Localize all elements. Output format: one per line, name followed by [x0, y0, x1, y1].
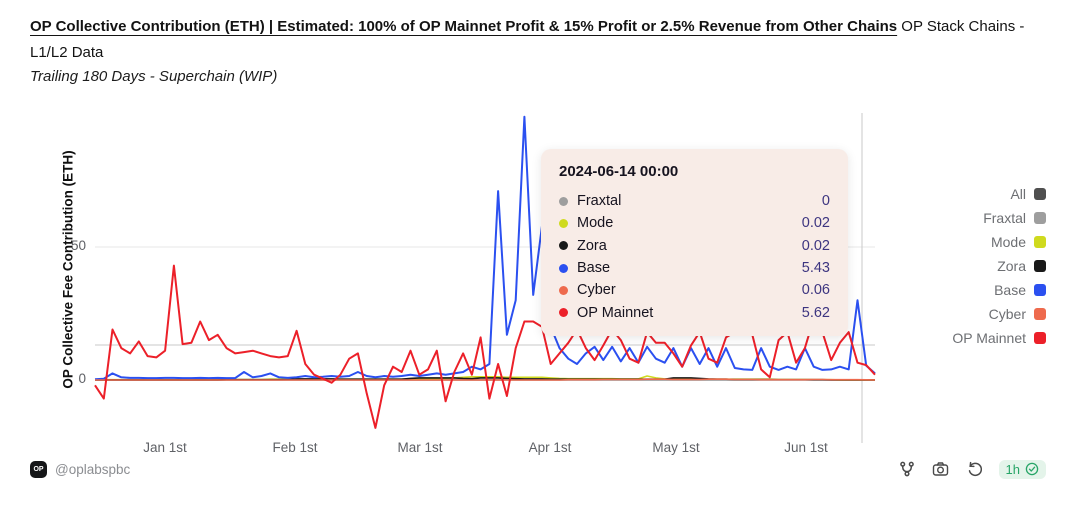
legend-label: Zora	[997, 258, 1026, 274]
tooltip-row: Fraxtal 0	[559, 190, 830, 212]
tooltip-series-label: Base	[577, 260, 611, 277]
fork-button[interactable]	[897, 459, 917, 479]
x-tick-label: Apr 1st	[528, 440, 572, 455]
legend-marker	[1034, 308, 1046, 320]
tooltip-series-dot	[559, 196, 568, 206]
legend-label: OP Mainnet	[952, 330, 1026, 346]
legend-item-all[interactable]: All	[1010, 185, 1046, 203]
legend-marker	[1034, 284, 1046, 296]
tooltip-row: OP Mainnet 5.62	[559, 301, 830, 323]
legend-marker	[1034, 236, 1046, 248]
tooltip-series-value: 5.43	[801, 260, 830, 277]
y-tick-label: 0	[78, 371, 86, 386]
tooltip-series-label: Fraxtal	[577, 193, 622, 210]
refresh-icon	[967, 461, 983, 477]
legend-item-fraxtal[interactable]: Fraxtal	[983, 209, 1046, 227]
legend-item-zora[interactable]: Zora	[997, 257, 1046, 275]
tooltip-row: Mode 0.02	[559, 212, 830, 234]
legend-item-op-mainnet[interactable]: OP Mainnet	[952, 329, 1046, 347]
tooltip-series-label: OP Mainnet	[577, 304, 654, 321]
legend-label: Base	[994, 282, 1026, 298]
tooltip-series-label: Zora	[577, 237, 607, 254]
legend-marker	[1034, 332, 1046, 344]
tooltip: 2024-06-14 00:00 Fraxtal 0 Mode 0.02 Zora 0.0…	[541, 149, 848, 336]
x-tick-label: May 1st	[652, 440, 700, 455]
refresh-button[interactable]	[965, 459, 985, 479]
page-title: OP Collective Contribution (ETH) | Estim…	[30, 14, 1035, 66]
tooltip-series-value: 0.06	[801, 282, 830, 299]
screenshot-button[interactable]	[931, 459, 951, 479]
legend-marker	[1034, 260, 1046, 272]
x-tick-label: Jun 1st	[784, 440, 828, 455]
tooltip-title: 2024-06-14 00:00	[559, 163, 679, 180]
verified-icon	[1025, 462, 1039, 476]
tooltip-series-dot	[559, 241, 568, 251]
legend-label: Cyber	[988, 306, 1026, 322]
legend: All Fraxtal Mode Zora Base Cyber OP Mainnet	[952, 185, 1046, 347]
last-updated-text: 1h	[1005, 461, 1020, 477]
legend-item-base[interactable]: Base	[994, 281, 1046, 299]
x-tick-label: Feb 1st	[272, 440, 318, 455]
series-line-cyber	[95, 378, 876, 381]
legend-marker	[1034, 212, 1046, 224]
x-tick-label: Mar 1st	[397, 440, 443, 455]
footer-handle[interactable]: @oplabspbc	[55, 462, 131, 477]
legend-item-mode[interactable]: Mode	[991, 233, 1046, 251]
tooltip-row: Zora 0.02	[559, 235, 830, 257]
tooltip-row: Cyber 0.06	[559, 279, 830, 301]
tooltip-series-dot	[559, 263, 568, 273]
tooltip-series-value: 0	[821, 193, 830, 210]
legend-label: Fraxtal	[983, 210, 1026, 226]
tooltip-series-value: 5.62	[801, 304, 830, 321]
legend-label: Mode	[990, 234, 1026, 250]
tooltip-series-dot	[559, 285, 568, 295]
title-underlined-text: OP Collective Contribution (ETH) | Estim…	[30, 18, 898, 35]
footer-attribution: OP @oplabspbc	[30, 461, 130, 478]
legend-marker	[1034, 188, 1046, 200]
tooltip-row: Base 5.43	[559, 257, 830, 279]
footer-actions: 1h	[897, 459, 1046, 479]
page-subtitle: Trailing 180 Days - Superchain (WIP)	[30, 68, 278, 85]
tooltip-series-dot	[559, 218, 568, 228]
tooltip-series-value: 0.02	[801, 237, 830, 254]
tooltip-series-label: Mode	[577, 215, 614, 232]
x-tick-label: Jan 1st	[143, 440, 187, 455]
y-tick-label: 50	[70, 238, 86, 253]
op-logo-icon: OP	[30, 461, 47, 478]
last-updated-badge[interactable]: 1h	[998, 459, 1046, 479]
camera-icon	[932, 461, 949, 477]
legend-label: All	[1010, 186, 1026, 202]
fork-icon	[899, 461, 915, 477]
tooltip-series-value: 0.02	[801, 215, 830, 232]
title-rest-text: OP Stack Chains - L1/L2 Data	[30, 18, 1025, 61]
legend-item-cyber[interactable]: Cyber	[989, 305, 1046, 323]
tooltip-series-label: Cyber	[577, 282, 616, 299]
tooltip-series-dot	[559, 308, 568, 318]
